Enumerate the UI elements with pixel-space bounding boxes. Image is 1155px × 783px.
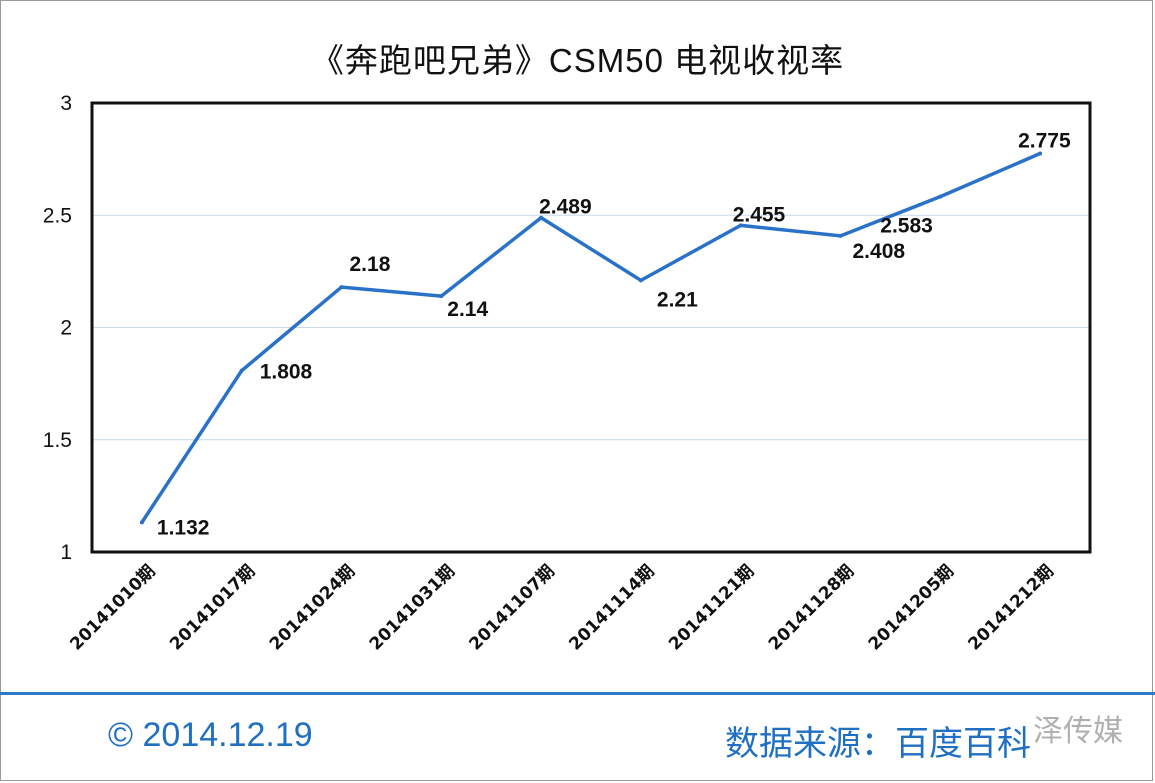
y-tick-label: 1.5 xyxy=(43,429,72,452)
data-label: 1.132 xyxy=(157,516,210,539)
data-point xyxy=(239,368,244,373)
plot-border xyxy=(90,101,1092,554)
footer-date: © 2014.12.19 xyxy=(108,716,313,754)
data-point xyxy=(838,233,843,238)
chart-title: 《奔跑吧兄弟》CSM50 电视收视率 xyxy=(310,42,845,79)
y-tick-label: 2.5 xyxy=(43,204,72,227)
x-tick-label: 20141107期 xyxy=(466,561,559,654)
data-label: 2.489 xyxy=(539,196,592,219)
series-line xyxy=(140,151,1041,524)
x-tick-label: 20141114期 xyxy=(565,561,658,654)
x-tick-label: 20141121期 xyxy=(665,561,758,654)
footer-divider xyxy=(0,692,1155,695)
data-label: 2.14 xyxy=(447,298,488,321)
y-tick-label: 3 xyxy=(60,92,72,115)
data-point xyxy=(638,278,643,283)
watermark: 泽传媒 xyxy=(1033,714,1123,749)
data-label: 2.18 xyxy=(350,253,391,276)
x-tick-label: 20141010期 xyxy=(66,561,159,654)
x-tick-label: 20141212期 xyxy=(965,561,1058,654)
x-tick-label: 20141205期 xyxy=(865,561,958,654)
data-point xyxy=(139,520,144,525)
data-point xyxy=(738,223,743,228)
data-point xyxy=(1038,151,1043,156)
data-point xyxy=(539,215,544,220)
data-label: 2.408 xyxy=(853,240,906,263)
y-tick-label: 1 xyxy=(60,541,72,564)
data-label: 2.775 xyxy=(1018,130,1071,153)
data-label: 2.583 xyxy=(880,215,933,238)
data-label: 1.808 xyxy=(260,361,313,384)
data-point xyxy=(439,294,444,299)
data-label: 2.21 xyxy=(657,288,698,311)
y-tick-label: 2 xyxy=(60,317,72,340)
x-tick-label: 20141031期 xyxy=(366,561,459,654)
line-chart: 1 1.5 2 2.5 3 1.132 1.808 2.18 2.14 2.489 2.21 2.45… xyxy=(43,92,1092,654)
x-tick-label: 20141128期 xyxy=(765,561,858,654)
data-point xyxy=(339,285,344,290)
data-label: 2.455 xyxy=(733,203,786,226)
x-tick-label: 20141017期 xyxy=(166,561,259,654)
data-point xyxy=(938,194,943,199)
footer-source: 数据来源：百度百科 xyxy=(725,724,1031,764)
x-tick-label: 20141024期 xyxy=(266,561,359,654)
